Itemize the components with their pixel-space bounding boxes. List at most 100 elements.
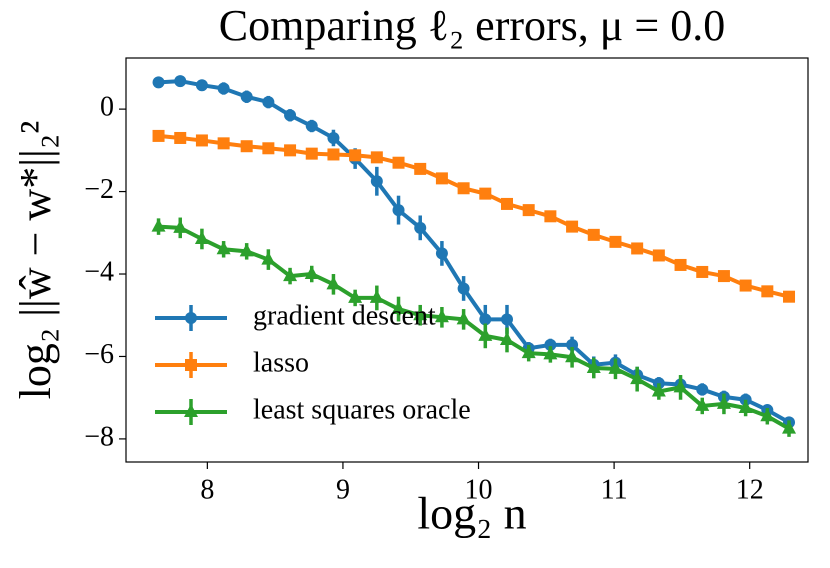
data-point [608,360,623,374]
data-point [783,290,796,303]
data-point [500,197,513,210]
data-point [152,129,165,142]
data-point [696,383,709,396]
x-tick-label: 8 [200,474,214,505]
data-point [457,282,470,295]
data-point [370,151,383,164]
data-point [499,331,514,345]
x-tick-label: 11 [601,474,628,505]
x-tick-label: 9 [336,474,350,505]
data-point [782,420,797,434]
data-point [652,249,665,262]
legend: gradient descent lasso least squares oracl… [155,300,471,425]
data-point [304,266,319,280]
data-point [739,279,752,292]
data-point [391,301,406,315]
data-point [174,75,187,88]
data-point [435,172,448,185]
data-point [392,204,405,217]
y-tick-label: −8 [84,421,114,452]
data-point [435,247,448,260]
data-point [651,383,666,397]
data-point [566,220,579,233]
data-point [284,144,297,157]
chart-title: Comparing ℓ₂ errors, μ = 0.0 [219,1,725,50]
data-point [521,345,536,359]
data-point [174,131,187,144]
legend-marker [185,312,197,324]
data-point [152,76,165,89]
data-point [738,399,753,413]
data-point [239,243,254,257]
data-point [695,397,710,411]
data-point [543,346,558,360]
data-point [261,251,276,265]
data-point [761,285,774,298]
data-point [348,289,363,303]
data-point [434,309,449,323]
data-point [369,289,384,303]
data-point [586,360,601,374]
data-point [283,268,298,282]
legend-marker [184,404,198,417]
y-axis-label: log₂ ||ŵ − w*||₂² [11,121,60,400]
data-point [674,258,687,271]
series-line [158,133,790,299]
data-point [631,242,644,255]
data-point [349,149,362,162]
data-point [195,79,208,92]
data-point [609,235,622,248]
data-point [326,276,341,290]
data-point [544,338,557,351]
data-point [195,134,208,147]
data-point [479,313,492,326]
data-point [284,109,297,122]
data-point [194,230,209,244]
data-point [717,270,730,283]
data-point [392,156,405,169]
data-point [413,307,428,321]
data-point [479,187,492,200]
legend-label: lasso [253,347,309,378]
data-point [456,311,471,325]
data-point [696,265,709,278]
data-point [240,140,253,153]
data-point [327,148,340,161]
data-point [262,142,275,155]
plot-frame [125,57,809,463]
data-point [716,395,731,409]
data-point [217,137,230,150]
y-tick-label: 0 [100,92,114,123]
data-point [544,210,557,223]
data-point [305,120,318,133]
data-point [216,241,231,255]
data-point [522,204,535,217]
data-point [370,175,383,188]
legend-label: gradient descent [253,300,436,331]
y-tick-label: −6 [84,339,114,370]
y-tick-label: −2 [84,174,114,205]
legend-label: least squares oracle [253,394,471,425]
legend-marker [185,359,197,371]
x-tick-label: 10 [465,474,493,505]
data-point [414,221,427,234]
data-point [500,313,513,326]
data-point [414,162,427,175]
data-point [327,131,340,144]
data-point [566,338,579,351]
data-point [173,219,188,233]
data-point [240,90,253,103]
y-tick-label: −4 [84,256,114,287]
data-point [217,82,230,95]
data-point [262,96,275,109]
data-point [760,408,775,422]
data-point [457,182,470,195]
data-point [673,379,688,393]
data-point [305,147,318,160]
data-point [565,349,580,363]
data-point [478,327,493,341]
data-point [587,228,600,241]
data-point [151,218,166,232]
x-axis-label: log₂ n [417,488,526,539]
